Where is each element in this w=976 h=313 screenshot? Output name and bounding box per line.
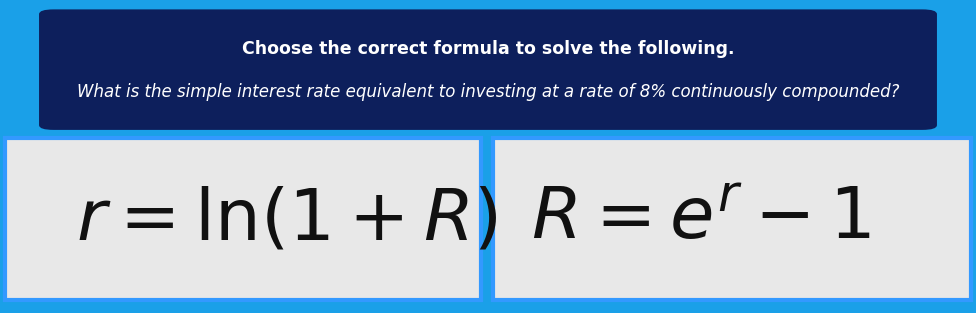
Text: $R = e^{r} - 1$: $R = e^{r} - 1$ — [531, 184, 871, 254]
FancyBboxPatch shape — [5, 138, 481, 300]
Text: Choose the correct formula to solve the following.: Choose the correct formula to solve the … — [242, 39, 734, 58]
FancyBboxPatch shape — [493, 138, 971, 300]
Text: What is the simple interest rate equivalent to investing at a rate of 8% continu: What is the simple interest rate equival… — [77, 83, 899, 101]
FancyBboxPatch shape — [39, 9, 937, 130]
Text: $r = \ln(1 + R)$: $r = \ln(1 + R)$ — [76, 184, 498, 254]
